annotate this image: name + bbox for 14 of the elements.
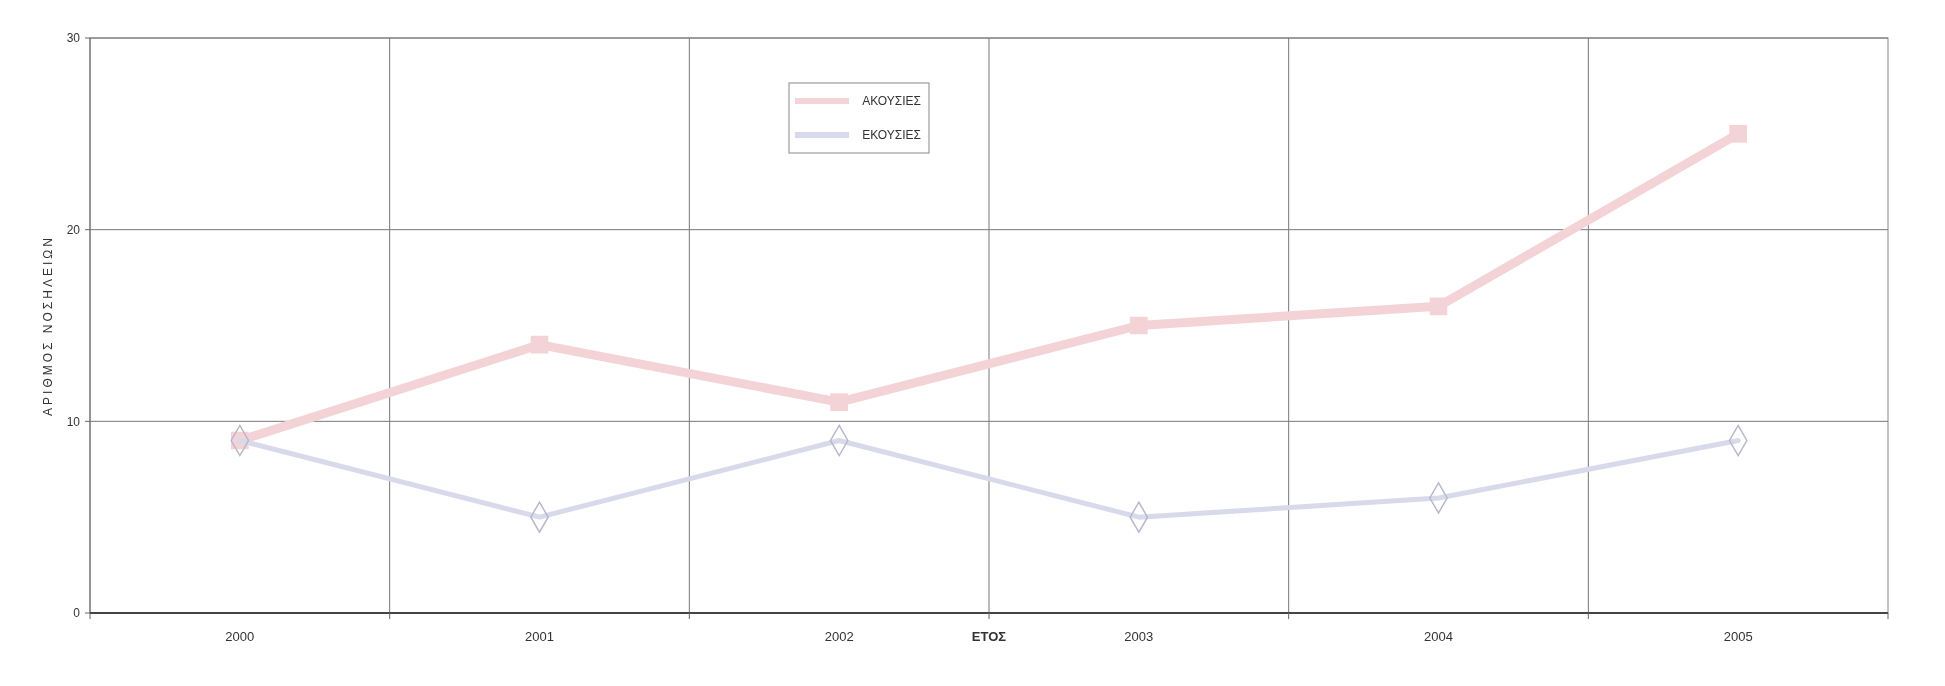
x-tick-label: 2003: [1124, 629, 1154, 644]
x-tick-label: 2001: [525, 629, 554, 644]
y-tick-label: 20: [66, 222, 81, 237]
y-axis-title: ΑΡΙΘΜΟΣ ΝΟΣΗΛΕΙΩΝ: [41, 235, 55, 416]
y-tick-label: 10: [66, 414, 81, 429]
y-tick-label: 30: [66, 31, 81, 46]
legend-label: ΑΚΟΥΣΙΕΣ: [862, 94, 921, 109]
x-tick-label: 2004: [1424, 629, 1453, 644]
legend-label: ΕΚΟΥΣΙΕΣ: [862, 128, 921, 143]
x-tick-label: 2005: [1723, 629, 1753, 644]
x-tick-label: 2000: [225, 629, 255, 644]
x-axis-title: ΕΤΟΣ: [971, 629, 1007, 644]
y-tick-label: 0: [73, 606, 81, 621]
x-tick-label: 2002: [824, 629, 854, 644]
